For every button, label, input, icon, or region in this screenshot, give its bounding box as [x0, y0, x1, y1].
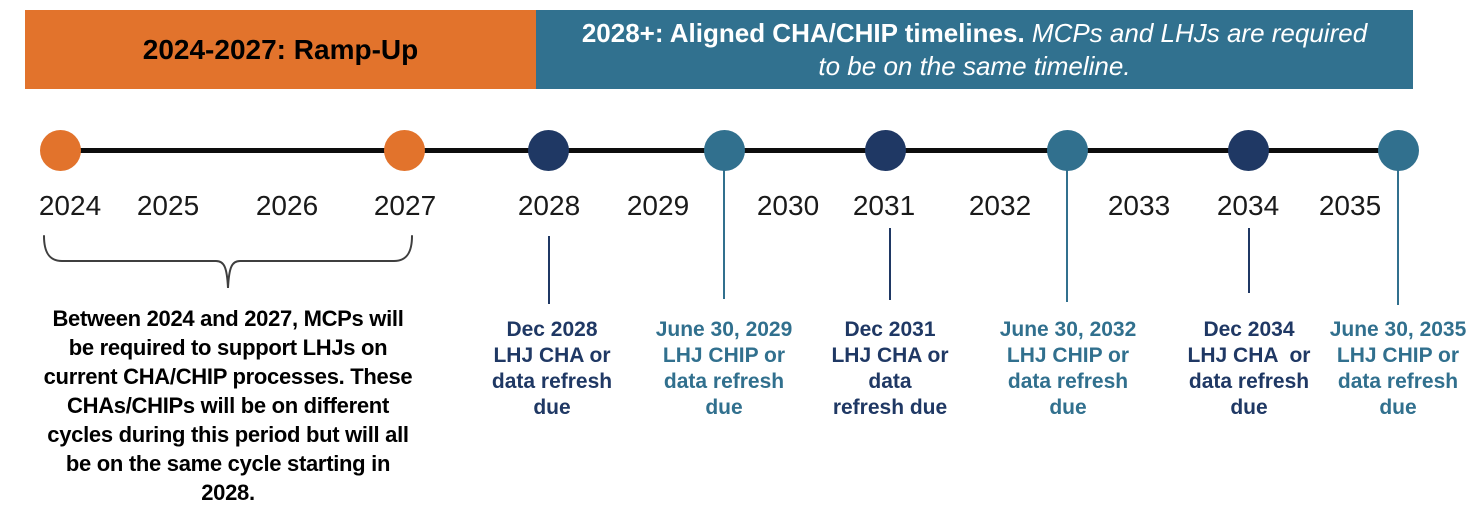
connector-june-2032	[1066, 170, 1068, 302]
timeline-dot-june-2035	[1378, 130, 1419, 171]
timeline-dot-2027	[384, 130, 425, 171]
year-label-2028: 2028	[517, 190, 581, 221]
timeline-dot-june-2032	[1047, 130, 1088, 171]
connector-dec-2028	[548, 236, 550, 304]
connector-dec-2034	[1248, 228, 1250, 293]
connector-june-2029	[723, 170, 725, 299]
year-label-2026: 2026	[255, 190, 319, 221]
year-label-2034: 2034	[1216, 190, 1280, 221]
aligned-subtitle-line1: MCPs and LHJs are required	[1031, 17, 1368, 48]
year-label-2025: 2025	[136, 190, 200, 221]
annotation-dec-2034: Dec 2034 LHJ CHA or data refresh due	[1187, 318, 1311, 419]
year-label-2030: 2030	[756, 190, 820, 221]
annotation-june-2035: June 30, 2035 LHJ CHIP or data refresh d…	[1329, 318, 1467, 419]
timeline-dot-june-2029	[704, 130, 745, 171]
timeline-dot-2034	[1228, 130, 1269, 171]
brace-2024-2027	[43, 235, 413, 289]
timeline-dot-2028	[528, 130, 569, 171]
year-label-2033: 2033	[1107, 190, 1171, 221]
year-label-2031: 2031	[852, 190, 916, 221]
connector-dec-2031	[889, 228, 891, 300]
ramp-up-bar: 2024-2027: Ramp-Up	[25, 10, 536, 89]
aligned-subtitle-line2: to be on the same timeline.	[818, 50, 1131, 81]
year-label-2027: 2027	[373, 190, 437, 221]
aligned-bar: 2028+: Aligned CHA/CHIP timelines. MCPs …	[536, 10, 1413, 89]
annotation-june-2032: June 30, 2032 LHJ CHIP or data refresh d…	[999, 318, 1137, 419]
year-label-2029: 2029	[626, 190, 690, 221]
annotation-dec-2028: Dec 2028 LHJ CHA or data refresh due	[491, 318, 613, 419]
year-label-2035: 2035	[1318, 190, 1382, 221]
timeline-dot-2024	[40, 130, 81, 171]
ramp-up-title: 2024-2027: Ramp-Up	[142, 33, 419, 65]
annotation-dec-2031: Dec 2031 LHJ CHA or data refresh due	[831, 318, 949, 419]
aligned-title-bold: 2028+: Aligned CHA/CHIP timelines.	[581, 17, 1025, 48]
year-label-2024: 2024	[38, 190, 102, 221]
connector-june-2035	[1397, 170, 1399, 305]
timeline-dot-2031	[865, 130, 906, 171]
year-label-2032: 2032	[968, 190, 1032, 221]
ramp-up-note: Between 2024 and 2027, MCPs will be requ…	[43, 306, 413, 505]
annotation-june-2029: June 30, 2029 LHJ CHIP or data refresh d…	[655, 318, 793, 419]
aligned-title: 2028+: Aligned CHA/CHIP timelines. MCPs …	[582, 17, 1367, 83]
